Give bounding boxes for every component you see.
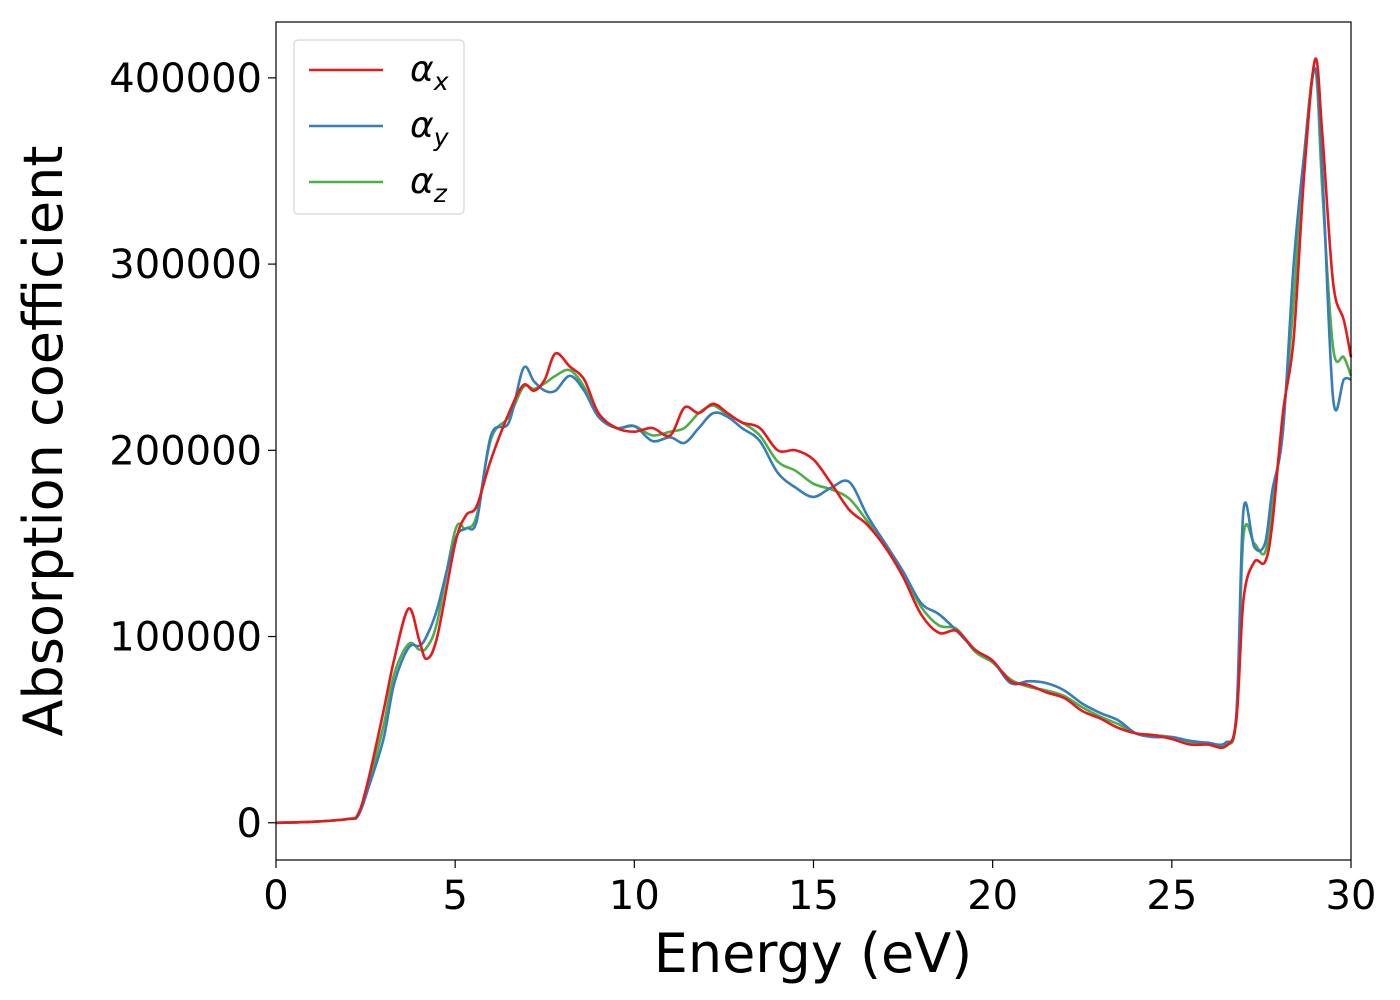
x-tick-label: 30	[1326, 873, 1377, 919]
x-tick-label: 20	[967, 873, 1018, 919]
legend-subscript: x	[433, 67, 449, 96]
y-tick-label: 200000	[109, 428, 262, 474]
x-tick-label: 10	[609, 873, 660, 919]
legend-label-alpha-y: αy	[410, 105, 450, 152]
series-line-alpha-x	[275, 57, 1353, 825]
x-tick-label: 0	[263, 873, 288, 919]
x-tick-label: 5	[442, 873, 467, 919]
x-tick-label: 25	[1146, 873, 1197, 919]
series-line-alpha-y	[275, 67, 1352, 825]
series-layer	[275, 57, 1353, 825]
legend-subscript: y	[433, 123, 450, 152]
x-tick-label: 15	[788, 873, 839, 919]
y-axis-title: Absorption coefficient	[12, 146, 75, 737]
legend-label-alpha-x: αx	[410, 49, 449, 96]
y-tick-label: 300000	[109, 242, 262, 288]
legend-symbol: α	[410, 161, 434, 202]
legend-label-alpha-z: αz	[410, 161, 448, 208]
y-axis-ticks: 0 100000 200000 300000 400000	[109, 56, 276, 847]
y-tick-label: 100000	[109, 615, 262, 661]
y-tick-label: 400000	[109, 56, 262, 102]
x-axis-ticks: 0 5 10 15 20 25 30	[263, 860, 1376, 919]
y-tick-label: 0	[237, 801, 262, 847]
legend-subscript: z	[433, 179, 448, 208]
x-axis-title: Energy (eV)	[654, 922, 973, 985]
legend-symbol: α	[410, 49, 434, 90]
legend-symbol: α	[410, 105, 434, 146]
